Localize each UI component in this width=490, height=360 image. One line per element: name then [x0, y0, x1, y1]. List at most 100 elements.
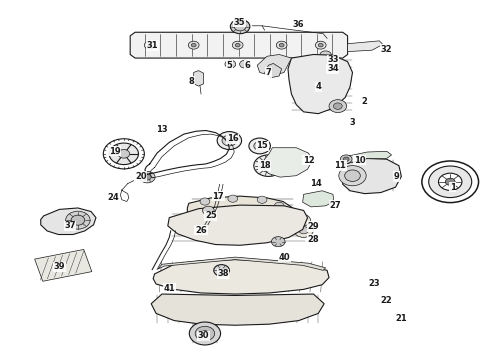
Circle shape — [316, 41, 326, 49]
Circle shape — [201, 330, 209, 336]
Polygon shape — [347, 41, 383, 51]
Polygon shape — [265, 63, 282, 78]
Text: 16: 16 — [227, 134, 239, 143]
Circle shape — [344, 170, 360, 181]
Circle shape — [320, 57, 331, 65]
Text: 37: 37 — [64, 221, 76, 230]
Text: 19: 19 — [109, 147, 121, 156]
Circle shape — [294, 223, 314, 237]
Circle shape — [439, 173, 462, 190]
Circle shape — [222, 135, 237, 146]
Circle shape — [299, 226, 309, 234]
Text: 15: 15 — [256, 141, 268, 150]
Text: 28: 28 — [308, 235, 319, 244]
Text: 9: 9 — [393, 172, 399, 181]
Text: 30: 30 — [198, 332, 209, 341]
Circle shape — [343, 157, 349, 161]
Circle shape — [191, 43, 196, 47]
Circle shape — [195, 326, 215, 341]
Polygon shape — [35, 249, 92, 281]
Text: 36: 36 — [293, 19, 305, 28]
Circle shape — [202, 206, 214, 215]
Circle shape — [145, 41, 155, 49]
Polygon shape — [194, 71, 203, 86]
Text: 32: 32 — [381, 45, 392, 54]
Polygon shape — [288, 54, 352, 114]
Circle shape — [230, 19, 250, 34]
Polygon shape — [345, 151, 392, 164]
Text: 31: 31 — [147, 41, 158, 50]
Circle shape — [318, 43, 323, 47]
Circle shape — [276, 41, 287, 49]
Polygon shape — [264, 148, 313, 177]
Text: 22: 22 — [381, 296, 392, 305]
Polygon shape — [257, 54, 292, 76]
Circle shape — [254, 155, 283, 176]
Text: 3: 3 — [350, 118, 355, 127]
Text: 2: 2 — [362, 96, 368, 105]
Polygon shape — [343, 158, 401, 194]
Circle shape — [189, 322, 220, 345]
Text: 23: 23 — [368, 279, 380, 288]
Text: 24: 24 — [107, 193, 119, 202]
Circle shape — [254, 141, 266, 150]
Circle shape — [226, 138, 232, 143]
Text: 39: 39 — [53, 262, 65, 271]
Circle shape — [225, 60, 236, 68]
Circle shape — [295, 215, 311, 226]
Text: 13: 13 — [156, 125, 168, 134]
Circle shape — [217, 132, 242, 149]
Circle shape — [200, 198, 210, 205]
Circle shape — [232, 41, 243, 49]
Text: 34: 34 — [327, 64, 339, 73]
Text: 10: 10 — [354, 156, 366, 165]
Circle shape — [257, 196, 267, 203]
Text: 11: 11 — [334, 161, 346, 170]
Text: 7: 7 — [266, 68, 271, 77]
Circle shape — [103, 139, 145, 169]
Circle shape — [140, 171, 155, 183]
Circle shape — [274, 202, 284, 210]
Circle shape — [422, 161, 479, 203]
Text: 5: 5 — [226, 61, 232, 70]
Text: 20: 20 — [135, 172, 147, 181]
Circle shape — [66, 211, 90, 229]
Polygon shape — [130, 32, 347, 58]
Circle shape — [429, 166, 472, 198]
Circle shape — [144, 174, 151, 180]
Text: 35: 35 — [233, 18, 245, 27]
Circle shape — [340, 155, 352, 163]
Text: 27: 27 — [330, 201, 341, 210]
Circle shape — [71, 215, 85, 225]
Text: 41: 41 — [163, 284, 175, 293]
Polygon shape — [303, 191, 334, 207]
Polygon shape — [168, 205, 308, 245]
Text: 12: 12 — [303, 156, 315, 165]
Text: 26: 26 — [195, 226, 207, 235]
Text: 17: 17 — [212, 192, 224, 201]
Circle shape — [214, 265, 229, 276]
Polygon shape — [187, 196, 294, 234]
Circle shape — [329, 100, 346, 113]
Text: 18: 18 — [259, 161, 270, 170]
Polygon shape — [153, 260, 329, 294]
Text: 1: 1 — [450, 183, 456, 192]
Circle shape — [320, 51, 331, 59]
Circle shape — [235, 43, 240, 47]
Circle shape — [188, 41, 199, 49]
Polygon shape — [151, 294, 324, 325]
Circle shape — [260, 159, 277, 172]
Text: 4: 4 — [316, 82, 321, 91]
Polygon shape — [41, 208, 96, 234]
Text: 38: 38 — [217, 269, 229, 278]
Circle shape — [445, 178, 455, 185]
Text: 25: 25 — [205, 211, 217, 220]
Circle shape — [228, 195, 238, 202]
Circle shape — [109, 143, 139, 165]
Polygon shape — [158, 257, 326, 270]
Circle shape — [271, 237, 285, 247]
Text: 6: 6 — [245, 61, 250, 70]
Text: 29: 29 — [308, 222, 319, 231]
Circle shape — [333, 103, 342, 109]
Circle shape — [118, 149, 130, 158]
